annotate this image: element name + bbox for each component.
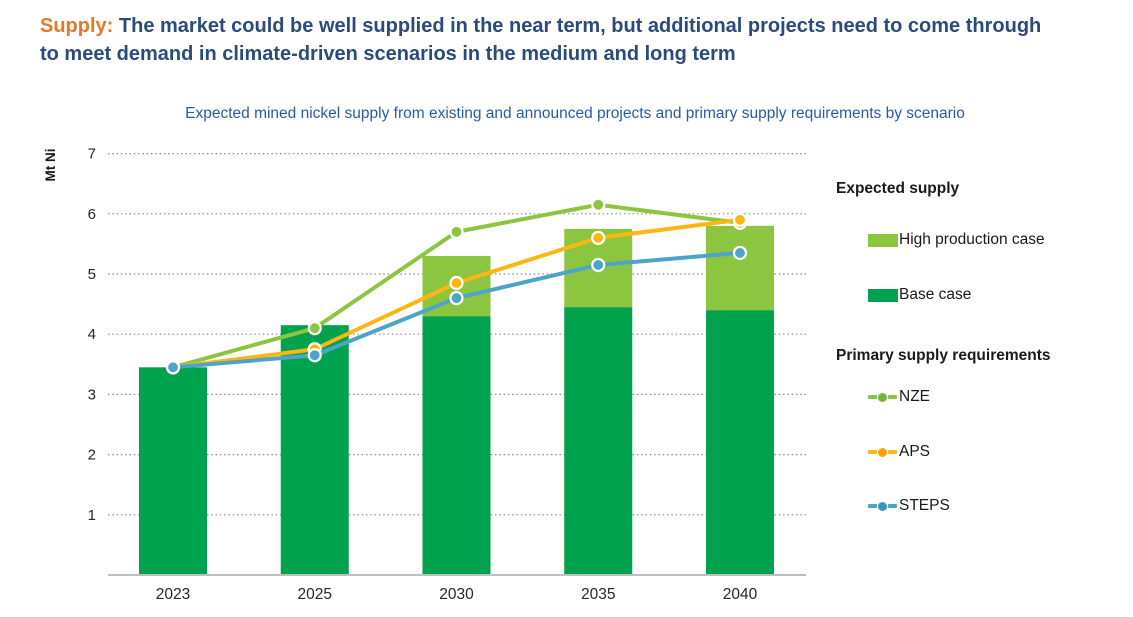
- y-tick-label-6: 6: [88, 206, 96, 223]
- y-tick-label-4: 4: [88, 326, 96, 343]
- legend-item-nze: NZE: [868, 388, 930, 405]
- legend-marker-part: [878, 392, 887, 402]
- title-text: The market could be well supplied in the…: [40, 15, 1042, 65]
- legend-marker-part: [878, 501, 887, 511]
- marker-aps-2035: [591, 230, 606, 245]
- marker-steps-2023: [165, 360, 181, 375]
- legend-marker-part: [868, 504, 877, 508]
- legend-marker-part: [878, 447, 887, 457]
- legend-line-marker-icon: [868, 501, 898, 511]
- x-tick-label-2040: 2040: [723, 586, 758, 603]
- marker-nze-2025: [307, 321, 322, 336]
- legend-item-label: APS: [899, 443, 931, 460]
- legend-swatch-icon: [868, 288, 898, 302]
- y-tick-label-7: 7: [88, 146, 96, 163]
- legend-marker-part: [888, 504, 897, 508]
- marker-aps-2030: [449, 275, 464, 291]
- legend-item-label: NZE: [899, 388, 930, 405]
- page-title: Supply: The market could be well supplie…: [40, 12, 1050, 68]
- legend-marker-part: [888, 450, 897, 454]
- legend-item-aps: APS: [868, 443, 931, 460]
- y-axis-label: Mt Ni: [43, 149, 58, 182]
- marker-steps-2035: [591, 257, 606, 273]
- legend-line-marker-icon: [868, 392, 898, 402]
- x-tick-label-2030: 2030: [439, 586, 474, 603]
- supply-chart: 1 2 3 4 5 6 7 Mt Ni 2023 2025 2030 2035 2040: [43, 146, 806, 603]
- marker-steps-2025: [307, 348, 322, 363]
- legend-item-base-case: Base case: [868, 286, 972, 303]
- legend-marker-part: [868, 395, 877, 399]
- legend-item-steps: STEPS: [868, 497, 950, 514]
- y-tick-label-1: 1: [88, 507, 96, 524]
- x-tick-label-2023: 2023: [156, 586, 190, 603]
- legend-item-label: Base case: [899, 286, 972, 303]
- bar-2040-high-production-case: [706, 225, 774, 311]
- legend-header-expected-supply: Expected supply: [836, 180, 960, 197]
- legend-marker-part: [868, 450, 877, 454]
- bar-2040-base-case: [706, 310, 774, 575]
- bar-2035-base-case: [564, 307, 633, 575]
- legend-header-primary-supply-requirements: Primary supply requirements: [836, 347, 1051, 364]
- legend-swatch-icon: [868, 233, 898, 247]
- y-tick-label-2: 2: [88, 447, 96, 464]
- bar-2025-base-case: [280, 325, 349, 575]
- x-tick-label-2025: 2025: [298, 586, 332, 603]
- bar-2030-base-case: [422, 316, 491, 575]
- y-tick-label-5: 5: [88, 266, 96, 283]
- legend-line-marker-icon: [868, 447, 898, 457]
- bar-2023-base-case: [139, 367, 207, 575]
- legend-item-label: High production case: [899, 231, 1045, 248]
- marker-nze-2035: [591, 197, 606, 212]
- chart-title: Expected mined nickel supply from existi…: [185, 105, 965, 122]
- marker-steps-2030: [449, 290, 464, 306]
- marker-steps-2040: [732, 245, 748, 261]
- legend-marker-part: [888, 395, 897, 399]
- legend-item-high-production-case: High production case: [868, 231, 1045, 248]
- title-prefix: Supply:: [40, 15, 114, 37]
- x-tick-label-2035: 2035: [581, 586, 615, 603]
- marker-nze-2030: [449, 224, 464, 239]
- y-tick-label-3: 3: [88, 386, 96, 403]
- legend-item-label: STEPS: [899, 497, 950, 514]
- marker-aps-2040: [732, 212, 748, 227]
